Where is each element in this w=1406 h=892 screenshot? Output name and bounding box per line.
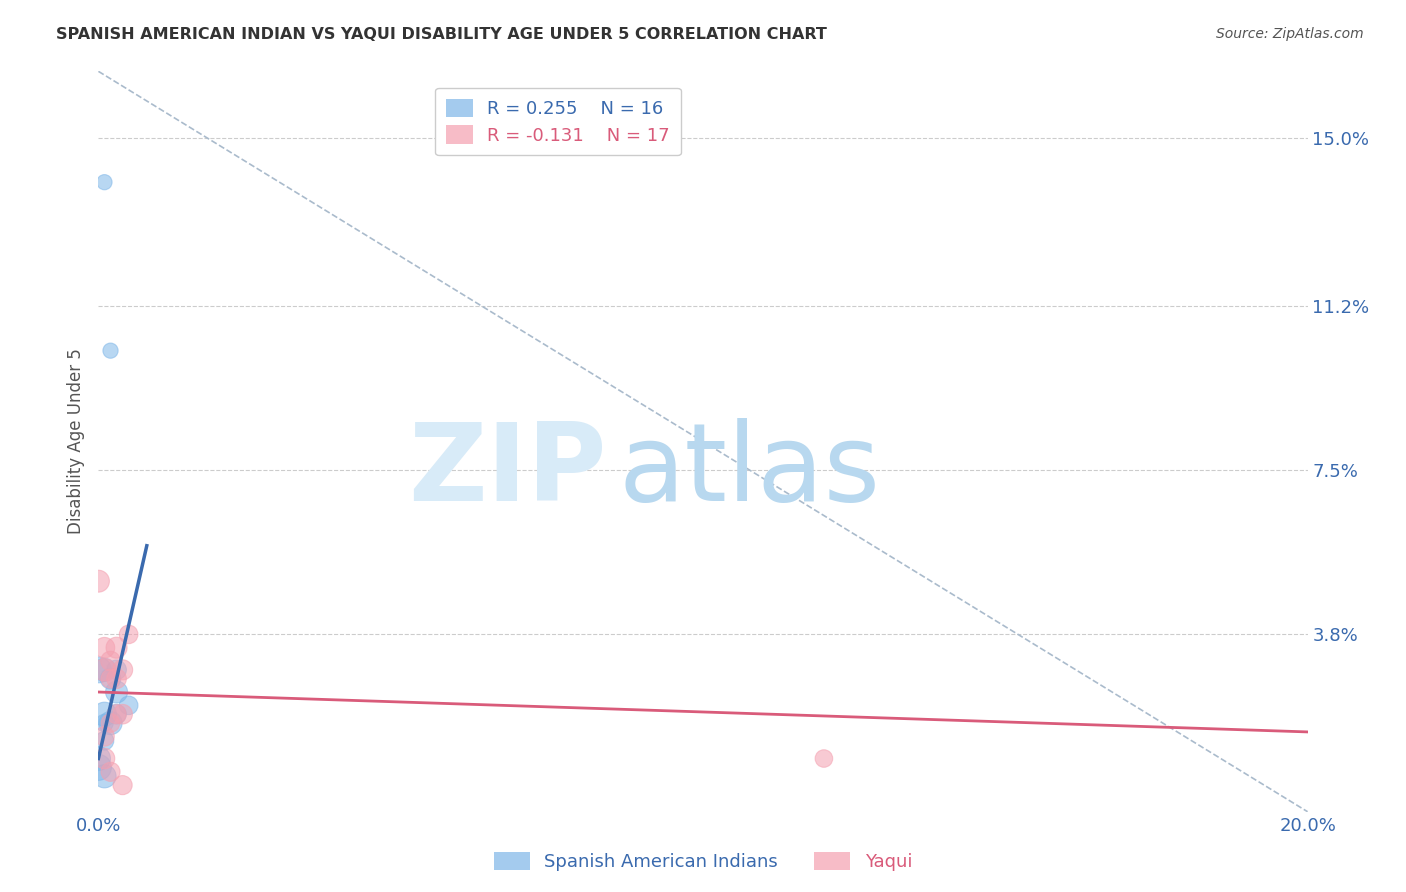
Point — [118, 698, 141, 713]
Point — [93, 751, 115, 765]
Point — [87, 574, 110, 589]
Point — [93, 730, 115, 744]
Text: SPANISH AMERICAN INDIAN VS YAQUI DISABILITY AGE UNDER 5 CORRELATION CHART: SPANISH AMERICAN INDIAN VS YAQUI DISABIL… — [56, 27, 827, 42]
Point — [87, 760, 110, 774]
Y-axis label: Disability Age Under 5: Disability Age Under 5 — [66, 349, 84, 534]
Point — [100, 764, 122, 779]
Point — [105, 663, 128, 677]
Point — [93, 663, 115, 677]
Point — [100, 343, 122, 358]
Text: atlas: atlas — [619, 418, 880, 524]
Point — [105, 707, 128, 722]
Point — [93, 175, 115, 189]
Point — [93, 663, 115, 677]
Point — [100, 654, 122, 668]
Point — [813, 751, 835, 765]
Point — [111, 663, 134, 677]
Point — [87, 751, 110, 765]
Point — [105, 707, 128, 722]
Point — [105, 640, 128, 655]
Point — [93, 707, 115, 722]
Point — [100, 672, 122, 686]
Point — [93, 716, 115, 731]
Text: ZIP: ZIP — [408, 418, 606, 524]
Legend: R = 0.255    N = 16, R = -0.131    N = 17: R = 0.255 N = 16, R = -0.131 N = 17 — [434, 87, 681, 155]
Point — [93, 640, 115, 655]
Point — [93, 733, 115, 747]
Point — [105, 672, 128, 686]
Point — [111, 778, 134, 792]
Point — [111, 707, 134, 722]
Point — [93, 769, 115, 783]
Text: Source: ZipAtlas.com: Source: ZipAtlas.com — [1216, 27, 1364, 41]
Point — [100, 672, 122, 686]
Point — [87, 663, 110, 677]
Point — [100, 716, 122, 731]
Point — [100, 716, 122, 731]
Point — [118, 627, 141, 641]
Legend: Spanish American Indians, Yaqui: Spanish American Indians, Yaqui — [486, 845, 920, 879]
Point — [105, 685, 128, 699]
